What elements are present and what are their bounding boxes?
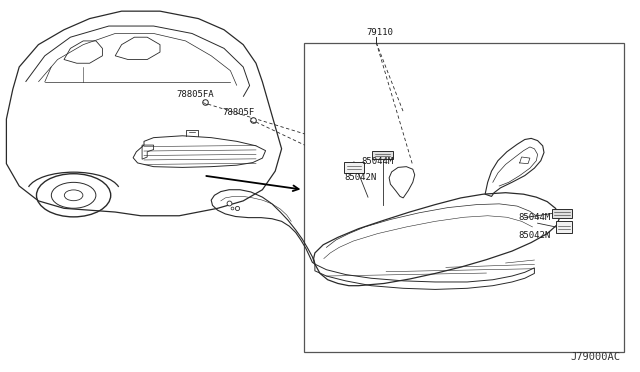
Bar bbox=[556, 221, 572, 232]
Text: 78805FA: 78805FA bbox=[176, 90, 214, 99]
Bar bbox=[552, 209, 572, 218]
Text: 85044M: 85044M bbox=[518, 213, 550, 222]
Bar bbox=[304, 43, 624, 352]
Text: 85044M: 85044M bbox=[362, 157, 394, 166]
Bar bbox=[344, 162, 364, 173]
Text: 85042N: 85042N bbox=[518, 231, 550, 240]
Bar bbox=[372, 151, 393, 159]
Text: 79110: 79110 bbox=[367, 28, 394, 37]
Text: J79000AC: J79000AC bbox=[571, 352, 621, 362]
Text: 85042N: 85042N bbox=[344, 173, 376, 182]
Text: 78805F: 78805F bbox=[223, 108, 255, 116]
